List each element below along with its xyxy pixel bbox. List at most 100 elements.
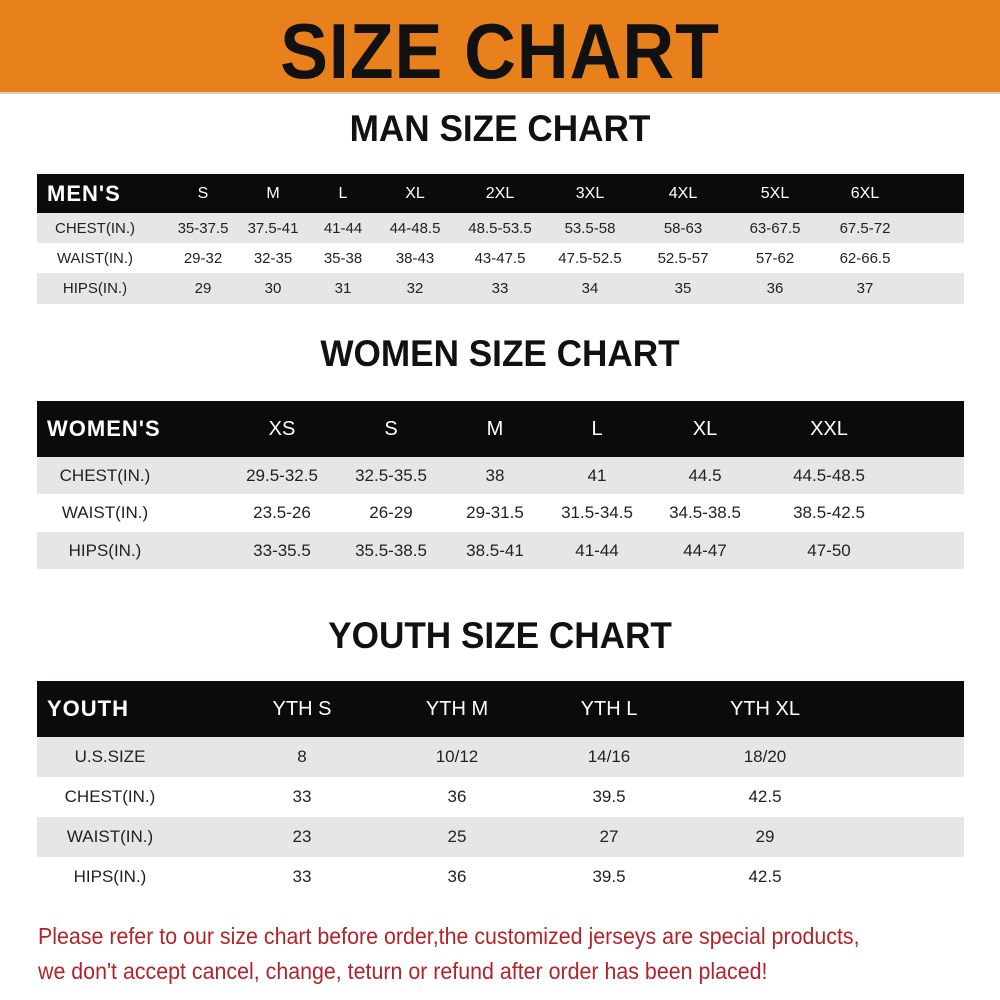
table-cell: 63-67.5 bbox=[749, 219, 801, 237]
table-cell: 27 bbox=[599, 827, 619, 846]
table-header-row: MEN'S S M L XL 2XL 3XL 4XL 5XL 6XL bbox=[37, 174, 964, 213]
table-cell: 32-35 bbox=[253, 249, 293, 267]
table-row: CHEST(IN.) 35-37.5 37.5-41 41-44 44-48.5 48.5… bbox=[37, 213, 964, 243]
table-header-row: YOUTH YTH S YTH M YTH L YTH XL bbox=[37, 681, 964, 737]
row-label: WAIST(IN.) bbox=[66, 827, 154, 846]
table-cell: 38 bbox=[485, 465, 505, 485]
table-cell: 5XL bbox=[760, 184, 790, 202]
table-cell: 42.5 bbox=[748, 867, 782, 886]
table-header-row: WOMEN'S XS S M L XL XXL bbox=[37, 401, 964, 457]
table-cell: S bbox=[384, 417, 398, 440]
table-cell: 38.5-42.5 bbox=[793, 503, 865, 522]
table-cell: 48.5-53.5 bbox=[468, 219, 532, 237]
table-cell: 44-48.5 bbox=[389, 219, 441, 237]
table-cell: 33 bbox=[292, 787, 312, 806]
table-cell: 29.5-32.5 bbox=[246, 465, 318, 485]
table-cell: YTH M bbox=[425, 697, 489, 720]
table-cell: 6XL bbox=[850, 184, 880, 202]
table-cell: 35-38 bbox=[323, 249, 363, 267]
table-cell: 36 bbox=[766, 280, 784, 297]
notice-line-1: Please refer to our size chart before or… bbox=[38, 923, 860, 949]
table-cell: 33-35.5 bbox=[253, 540, 311, 560]
table-cell: 53.5-58 bbox=[564, 219, 616, 237]
table-cell: 2XL bbox=[485, 184, 515, 202]
table-row: CHEST(IN.) 33 36 39.5 42.5 bbox=[37, 777, 964, 817]
table-cell: S bbox=[197, 184, 209, 202]
table-cell: 31 bbox=[334, 280, 352, 297]
table-cell: YTH S bbox=[272, 697, 332, 720]
row-label: U.S.SIZE bbox=[74, 747, 146, 766]
table-cell: 34.5-38.5 bbox=[669, 503, 741, 522]
women-section-title: WOMEN SIZE CHART bbox=[320, 333, 680, 374]
table-row: CHEST(IN.) 29.5-32.5 32.5-35.5 38 41 44.5 44.5… bbox=[37, 457, 964, 494]
table-cell: 37.5-41 bbox=[247, 219, 299, 237]
table-cell: 38-43 bbox=[395, 249, 435, 267]
table-cell: 3XL bbox=[575, 184, 605, 202]
table-cell: L bbox=[591, 417, 603, 440]
youth-section-title: YOUTH SIZE CHART bbox=[328, 615, 672, 656]
row-label: YOUTH bbox=[47, 696, 129, 721]
table-cell: 32 bbox=[406, 280, 424, 297]
table-cell: 14/16 bbox=[587, 747, 631, 766]
row-label: CHEST(IN.) bbox=[59, 465, 151, 485]
table-cell: YTH XL bbox=[729, 697, 801, 720]
table-cell: 29 bbox=[755, 827, 775, 846]
table-cell: 33 bbox=[292, 867, 312, 886]
table-cell: 44-47 bbox=[683, 540, 727, 560]
men-section-title: MAN SIZE CHART bbox=[349, 108, 651, 149]
table-cell: 35.5-38.5 bbox=[355, 540, 427, 560]
table-cell: 25 bbox=[447, 827, 467, 846]
table-cell: 52.5-57 bbox=[657, 249, 709, 267]
table-cell: 29-32 bbox=[183, 249, 223, 267]
table-cell: 39.5 bbox=[592, 787, 626, 806]
row-label: MEN'S bbox=[47, 180, 121, 206]
table-cell: 31.5-34.5 bbox=[561, 503, 633, 522]
table-cell: 43-47.5 bbox=[474, 249, 526, 267]
table-cell: M bbox=[486, 417, 504, 440]
table-cell: 67.5-72 bbox=[839, 219, 891, 237]
row-label: WAIST(IN.) bbox=[61, 503, 149, 522]
table-cell: 35-37.5 bbox=[177, 219, 229, 237]
table-row: HIPS(IN.) 33-35.5 35.5-38.5 38.5-41 41-44 44-… bbox=[37, 532, 964, 569]
table-row: WAIST(IN.) 29-32 32-35 35-38 38-43 43-47.5 47.… bbox=[37, 243, 964, 273]
table-cell: 44.5-48.5 bbox=[793, 465, 865, 485]
table-cell: YTH L bbox=[580, 697, 638, 720]
table-cell: 33 bbox=[491, 280, 509, 297]
table-cell: 39.5 bbox=[592, 867, 626, 886]
table-cell: 47-50 bbox=[807, 540, 851, 560]
order-notice: Please refer to our size chart before or… bbox=[38, 919, 912, 989]
table-cell: 42.5 bbox=[748, 787, 782, 806]
table-cell: 29 bbox=[194, 280, 212, 297]
table-cell: 8 bbox=[297, 747, 307, 766]
table-cell: 41-44 bbox=[323, 219, 363, 237]
table-cell: 57-62 bbox=[755, 249, 795, 267]
table-row: WAIST(IN.) 23.5-26 26-29 29-31.5 31.5-34.5 34… bbox=[37, 494, 964, 532]
table-cell: 62-66.5 bbox=[839, 249, 891, 267]
table-cell: 29-31.5 bbox=[466, 503, 524, 522]
table-cell: 32.5-35.5 bbox=[355, 465, 427, 485]
table-cell: XL bbox=[692, 417, 718, 440]
table-cell: 58-63 bbox=[663, 219, 703, 237]
table-cell: XS bbox=[268, 417, 296, 440]
table-cell: 38.5-41 bbox=[466, 540, 524, 560]
table-cell: XL bbox=[405, 184, 425, 202]
row-label: CHEST(IN.) bbox=[55, 219, 135, 237]
row-label: WOMEN'S bbox=[47, 416, 161, 441]
table-cell: 23.5-26 bbox=[253, 503, 311, 522]
table-cell: 35 bbox=[674, 280, 692, 297]
table-cell: 41 bbox=[587, 465, 607, 485]
page-title: SIZE CHART bbox=[280, 7, 720, 95]
table-cell: 41-44 bbox=[575, 540, 619, 560]
table-cell: 30 bbox=[264, 280, 282, 297]
row-label: WAIST(IN.) bbox=[56, 249, 134, 267]
table-cell: L bbox=[338, 184, 348, 202]
table-cell: 26-29 bbox=[369, 503, 413, 522]
row-label: HIPS(IN.) bbox=[68, 540, 142, 560]
row-label: HIPS(IN.) bbox=[73, 867, 147, 886]
table-row: U.S.SIZE 8 10/12 14/16 18/20 bbox=[37, 737, 964, 777]
table-cell: 47.5-52.5 bbox=[558, 249, 622, 267]
row-label: HIPS(IN.) bbox=[62, 280, 128, 297]
table-row: HIPS(IN.) 33 36 39.5 42.5 bbox=[37, 857, 964, 897]
table-cell: 23 bbox=[292, 827, 312, 846]
table-cell: 44.5 bbox=[688, 465, 722, 485]
